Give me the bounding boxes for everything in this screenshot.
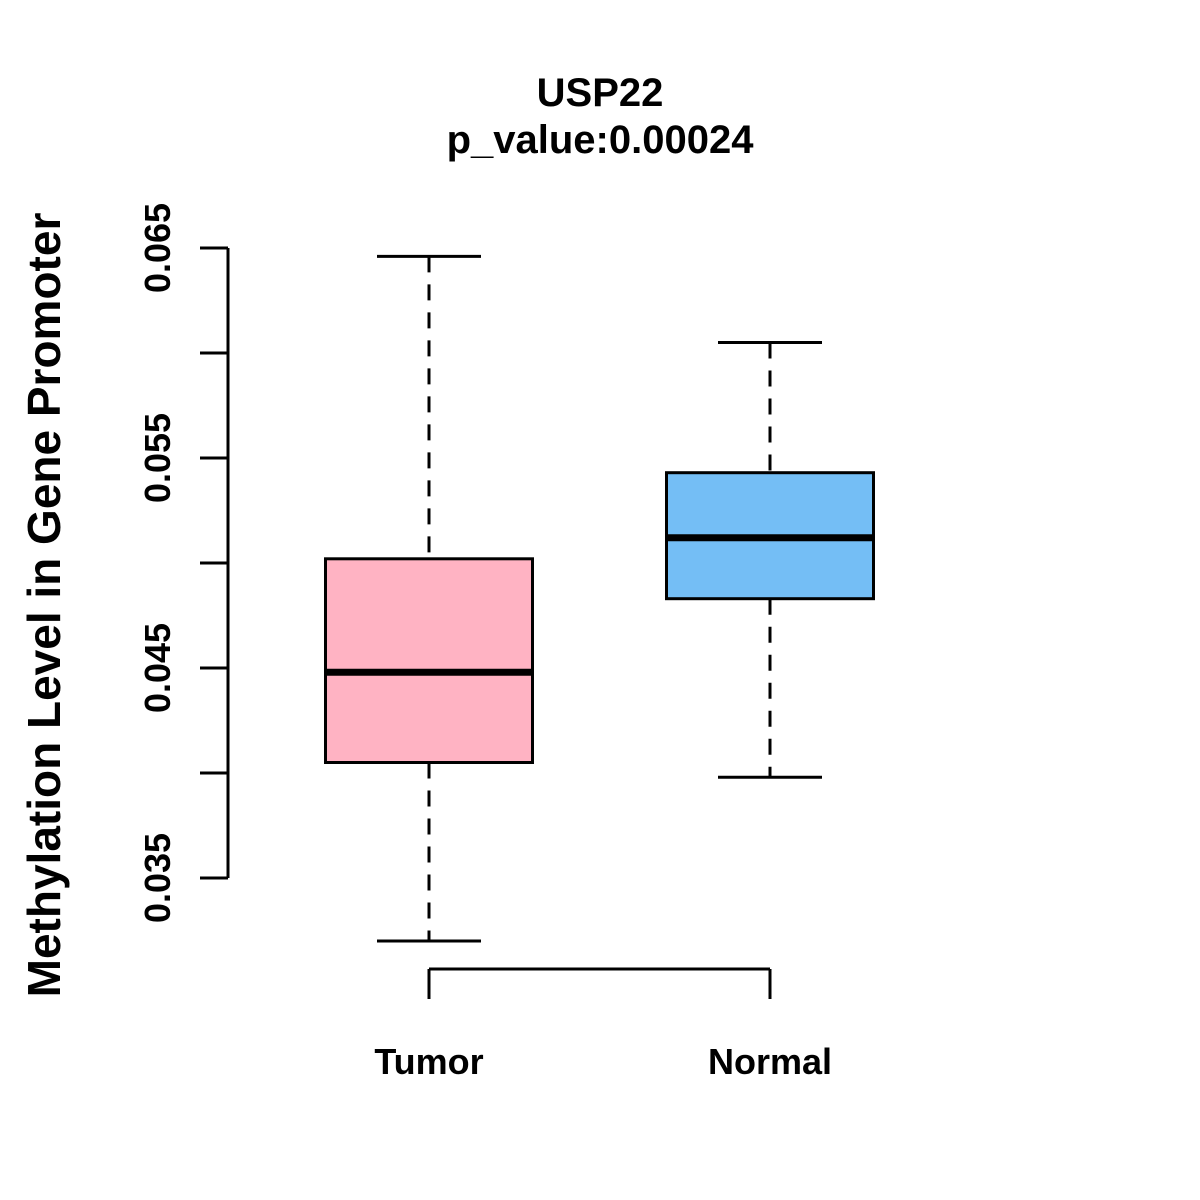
chart-subtitle: p_value:0.00024	[446, 117, 754, 162]
y-axis-tick-label: 0.045	[137, 623, 178, 713]
y-axis-tick-label: 0.035	[137, 833, 178, 923]
x-axis-category-label: Tumor	[374, 1041, 483, 1082]
y-axis-tick-label: 0.055	[137, 413, 178, 503]
x-axis-category-label: Normal	[708, 1041, 832, 1082]
chart-title-block: USP22 p_value:0.00024	[0, 70, 1200, 164]
chart-title: USP22	[536, 71, 664, 115]
y-axis-tick-label: 0.065	[137, 203, 178, 293]
tumor-box	[324, 557, 534, 764]
